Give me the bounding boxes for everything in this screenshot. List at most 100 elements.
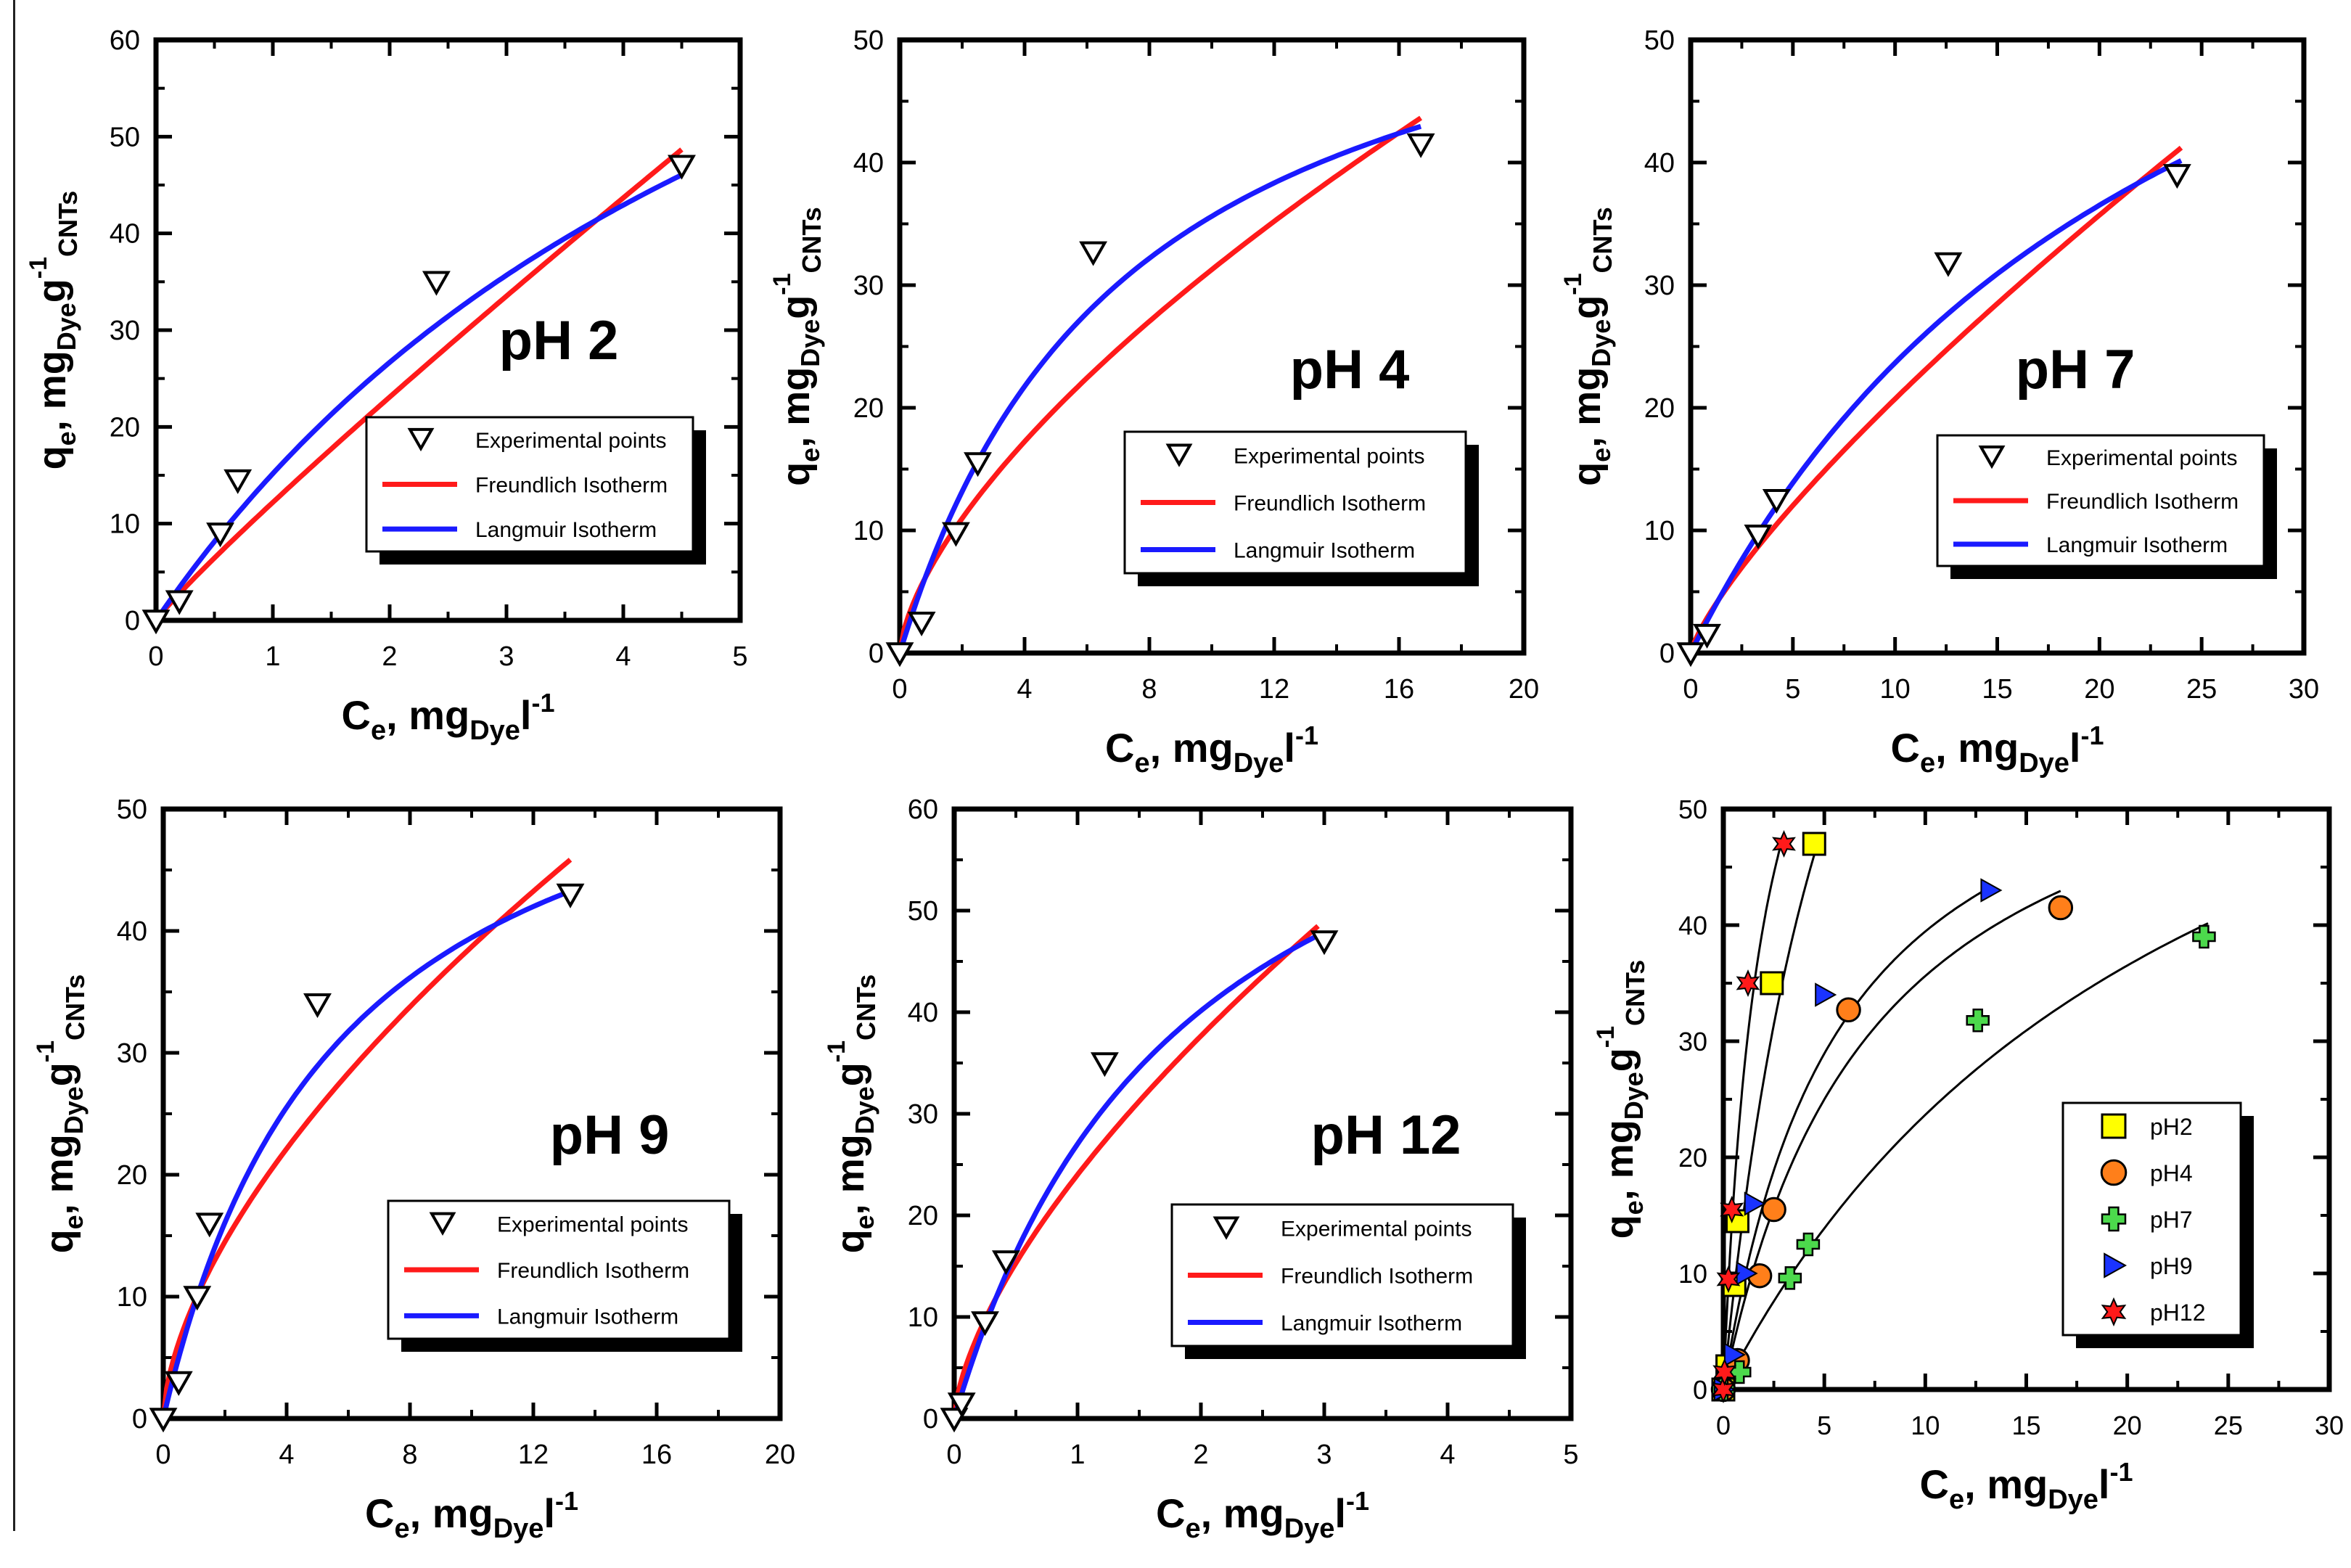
experimental-point [1079, 241, 1108, 266]
panel-title: pH 4 [1290, 339, 1410, 401]
x-tick-label: 16 [1384, 674, 1414, 705]
x-tick-label: 30 [2289, 674, 2319, 705]
experimental-point [971, 1311, 999, 1337]
x-axis-label-sup: -1 [555, 1486, 578, 1516]
x-axis-label-3: Ce, mgDyel-1 [365, 1486, 578, 1544]
legend-freundlich-label: Freundlich Isotherm [1281, 1265, 1473, 1289]
chart-panel-5: 0 5 10 15 20 25 30 0 10 20 30 40 50 [1678, 795, 2344, 1440]
y-tick-label: 60 [110, 25, 140, 56]
y-axis-label-symbol: q [829, 1229, 872, 1253]
y-tick-label: 20 [1644, 393, 1675, 424]
x-tick-label: 10 [1880, 674, 1911, 705]
experimental-point [1934, 252, 1963, 277]
y-axis-label-4: qe, mgDyeg-1CNTs [823, 974, 881, 1254]
x-tick-label: 5 [1785, 674, 1800, 705]
point-pH12 [1712, 1358, 1737, 1386]
x-axis-label-unit: , mg [1964, 1461, 2048, 1507]
langmuir-curve [1688, 158, 2183, 654]
legend-langmuir-label: Langmuir Isotherm [1281, 1312, 1462, 1336]
experimental-point [991, 1250, 1020, 1276]
point-pH9 [1723, 1342, 1746, 1367]
y-axis-label-sub: CNTs [1620, 960, 1650, 1026]
x-tick-label: 8 [1141, 674, 1157, 705]
x-axis-label-unit: , mg [386, 692, 469, 738]
x-axis-label-sub: Dye [1284, 1514, 1335, 1544]
x-axis-label-4: Ce, mgDyel-1 [1156, 1486, 1369, 1544]
y-tick-label: 0 [923, 1404, 938, 1434]
y-tick-label: 0 [869, 639, 884, 669]
point-pH2 [1760, 971, 1784, 996]
y-axis-label-symbol: q [30, 446, 74, 469]
y-axis-label-unit: , mg [1565, 367, 1609, 448]
x-axis-label-sub: e [1134, 748, 1149, 779]
x-tick-label: 4 [279, 1440, 294, 1470]
x-axis-label-sub: Dye [493, 1514, 544, 1544]
legend-label-pH7: pH7 [2150, 1207, 2193, 1233]
legend-experimental-label: Experimental points [2046, 446, 2237, 470]
langmuir-curve [897, 123, 1422, 654]
y-axis-label-sub: Dye [795, 319, 825, 367]
y-tick-label: 10 [1678, 1259, 1707, 1289]
experimental-point [164, 1371, 193, 1396]
point-pH4 [2048, 895, 2074, 921]
legend-marker-pH4 [2100, 1159, 2128, 1186]
experimental-point [941, 522, 970, 547]
y-tick-label: 0 [1659, 639, 1675, 669]
x-tick-label: 4 [1017, 674, 1032, 705]
experimental-point [165, 590, 194, 615]
y-tick-label: 20 [117, 1160, 147, 1191]
y-axis-label-unit: g [38, 1062, 81, 1086]
y-axis-label-sub: e [52, 431, 81, 446]
y-axis-label-sub: e [59, 1215, 89, 1229]
x-axis-label-0: Ce, mgDyel-1 [341, 688, 554, 746]
x-axis-label-unit: l [543, 1490, 555, 1536]
x-tick-label: 2 [382, 641, 397, 672]
y-axis-label-unit: g [30, 279, 74, 303]
x-axis-label-sub: e [394, 1514, 409, 1544]
x-tick-label: 3 [498, 641, 514, 672]
point-pH2 [1802, 832, 1826, 856]
y-tick-label: 30 [1644, 271, 1675, 301]
experimental-point [1406, 133, 1435, 158]
panel-title: pH 9 [550, 1104, 670, 1166]
legend-experimental-label: Experimental points [1234, 445, 1424, 469]
experimental-point [183, 1286, 212, 1311]
chart-panel-1: 0 4 8 12 16 20 0 10 20 30 40 50 pH 4 [853, 25, 1539, 705]
y-axis-label-3: qe, mgDyeg-1CNTs [32, 974, 90, 1254]
point-pH9 [1980, 878, 2003, 903]
y-tick-label: 40 [1644, 148, 1675, 178]
fit-curve-pH9 [1722, 886, 1991, 1390]
experimental-point [964, 452, 992, 477]
point-pH12 [1716, 1265, 1741, 1293]
y-tick-label: 0 [125, 606, 140, 636]
legend-marker-pH2 [2101, 1113, 2127, 1139]
y-tick-label: 20 [853, 393, 884, 424]
legend-marker-triangle [1165, 443, 1193, 467]
point-pH12 [1772, 829, 1796, 858]
point-pH9 [1744, 1191, 1766, 1216]
x-axis-label-sup: -1 [2080, 721, 2104, 750]
legend-langmuir-label: Langmuir Isotherm [497, 1305, 678, 1329]
x-tick-label: 8 [402, 1440, 417, 1470]
panel-title: pH 2 [499, 310, 619, 372]
point-pH7 [1796, 1232, 1821, 1257]
y-axis-label-unit: , mg [30, 350, 74, 431]
legend-marker-triangle [407, 427, 435, 452]
legend-0: Experimental points Freundlich Isotherm La… [365, 416, 706, 565]
left-margin-rule [13, 0, 15, 1531]
y-tick-label: 50 [110, 122, 140, 152]
x-tick-label: 15 [2011, 1411, 2040, 1440]
experimental-point [1693, 623, 1721, 649]
legend-langmuir-label: Langmuir Isotherm [475, 518, 657, 542]
y-axis-label-sub: Dye [1619, 1072, 1649, 1120]
y-axis-label-sub: CNTs [53, 191, 83, 257]
y-axis-label-sub: Dye [52, 303, 81, 350]
legend-marker-pH7 [2101, 1206, 2127, 1232]
x-tick-label: 5 [1817, 1411, 1831, 1440]
y-axis-label-1: qe, mgDyeg-1CNTs [768, 207, 826, 486]
y-axis-label-unit: , mg [1598, 1120, 1641, 1200]
y-tick-label: 40 [1678, 911, 1707, 940]
legend-experimental-label: Experimental points [475, 429, 666, 453]
